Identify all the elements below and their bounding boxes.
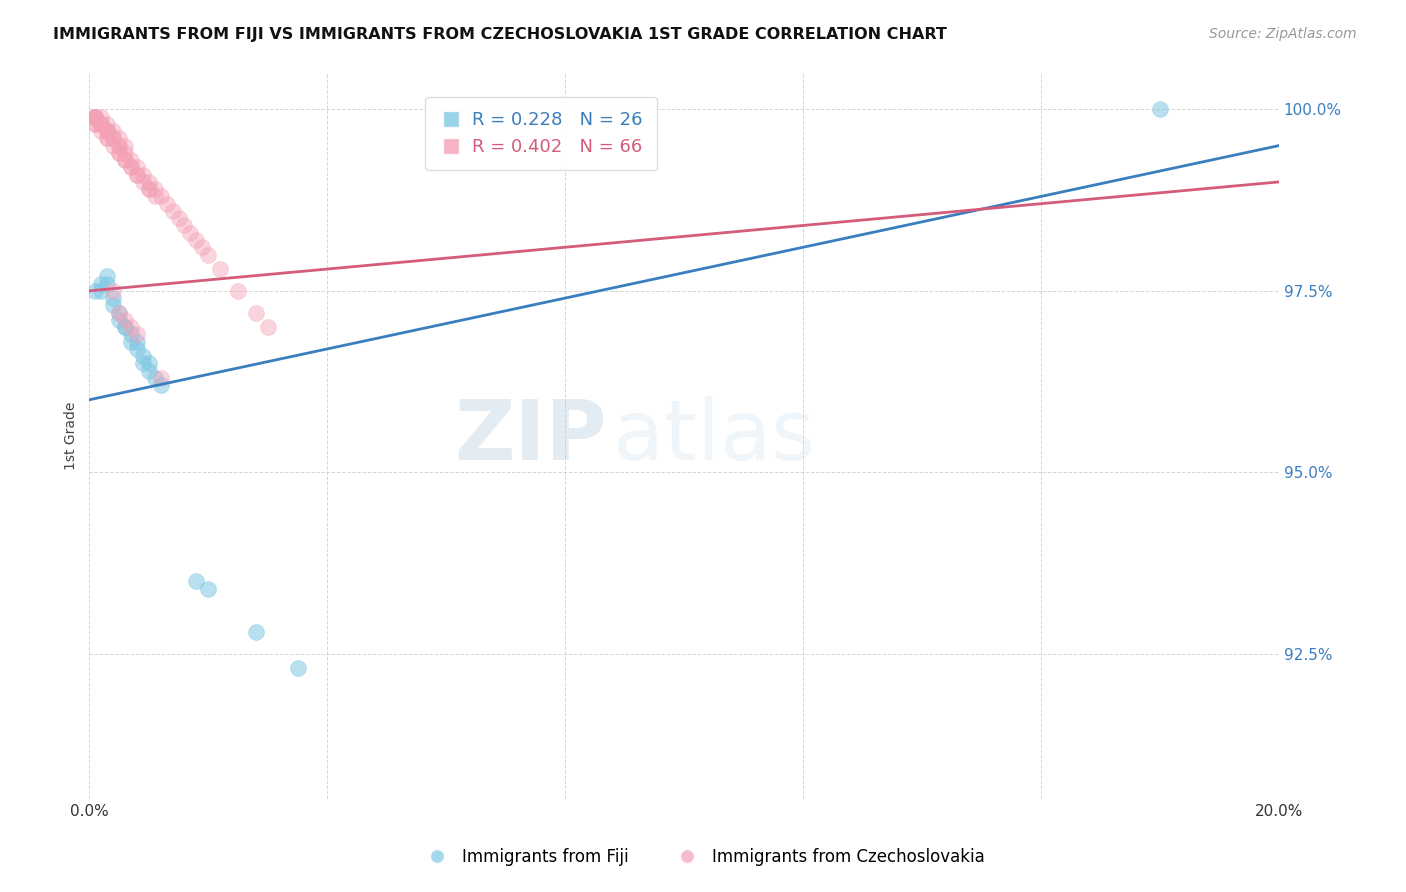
Point	[108, 138, 131, 153]
Point	[90, 117, 112, 131]
Point	[90, 110, 112, 124]
Y-axis label: 1st Grade: 1st Grade	[65, 402, 79, 470]
Point	[524, 110, 547, 124]
Point	[138, 182, 160, 196]
Point	[256, 320, 278, 334]
Point	[96, 124, 118, 138]
Text: Source: ZipAtlas.com: Source: ZipAtlas.com	[1209, 27, 1357, 41]
Point	[84, 110, 107, 124]
Point	[143, 189, 166, 203]
Point	[84, 110, 107, 124]
Point	[226, 284, 249, 298]
Point	[120, 320, 142, 334]
Point	[108, 305, 131, 319]
Point	[245, 305, 267, 319]
Point	[197, 582, 219, 596]
Point	[191, 240, 214, 254]
Point	[120, 153, 142, 168]
Point	[101, 138, 124, 153]
Point	[96, 117, 118, 131]
Point	[96, 269, 118, 284]
Point	[138, 356, 160, 370]
Point	[108, 145, 131, 160]
Point	[143, 182, 166, 196]
Point	[120, 161, 142, 175]
Point	[120, 327, 142, 342]
Point	[132, 175, 155, 189]
Point	[132, 356, 155, 370]
Point	[114, 153, 136, 168]
Point	[96, 124, 118, 138]
Point	[179, 226, 201, 240]
Point	[96, 277, 118, 291]
Point	[90, 124, 112, 138]
Point	[120, 161, 142, 175]
Point	[101, 131, 124, 145]
Point	[143, 371, 166, 385]
Point	[84, 117, 107, 131]
Point	[84, 117, 107, 131]
Point	[125, 342, 148, 356]
Point	[1149, 103, 1171, 117]
Point	[114, 320, 136, 334]
Point	[186, 574, 208, 589]
Point	[138, 364, 160, 378]
Point	[108, 305, 131, 319]
Point	[84, 284, 107, 298]
Point	[96, 124, 118, 138]
Point	[96, 131, 118, 145]
Text: atlas: atlas	[613, 395, 814, 476]
Point	[114, 313, 136, 327]
Point	[84, 110, 107, 124]
Point	[132, 168, 155, 182]
Point	[90, 117, 112, 131]
Point	[108, 138, 131, 153]
Point	[101, 298, 124, 312]
Point	[138, 182, 160, 196]
Point	[149, 371, 172, 385]
Point	[186, 233, 208, 247]
Point	[114, 145, 136, 160]
Point	[114, 153, 136, 168]
Point	[162, 203, 184, 218]
Point	[108, 145, 131, 160]
Point	[101, 124, 124, 138]
Point	[114, 138, 136, 153]
Point	[90, 277, 112, 291]
Point	[125, 168, 148, 182]
Point	[90, 117, 112, 131]
Point	[96, 124, 118, 138]
Point	[96, 131, 118, 145]
Point	[108, 131, 131, 145]
Point	[167, 211, 190, 226]
Text: IMMIGRANTS FROM FIJI VS IMMIGRANTS FROM CZECHOSLOVAKIA 1ST GRADE CORRELATION CHA: IMMIGRANTS FROM FIJI VS IMMIGRANTS FROM …	[53, 27, 948, 42]
Point	[90, 117, 112, 131]
Point	[90, 284, 112, 298]
Text: ZIP: ZIP	[454, 395, 607, 476]
Point	[101, 131, 124, 145]
Point	[125, 168, 148, 182]
Point	[101, 284, 124, 298]
Point	[132, 349, 155, 363]
Point	[84, 110, 107, 124]
Point	[101, 291, 124, 305]
Point	[125, 327, 148, 342]
Legend: Immigrants from Fiji, Immigrants from Czechoslovakia: Immigrants from Fiji, Immigrants from Cz…	[415, 842, 991, 873]
Point	[125, 334, 148, 349]
Point	[149, 189, 172, 203]
Point	[84, 110, 107, 124]
Point	[209, 262, 232, 277]
Point	[125, 161, 148, 175]
Point	[120, 334, 142, 349]
Point	[156, 196, 179, 211]
Legend: R = 0.228   N = 26, R = 0.402   N = 66: R = 0.228 N = 26, R = 0.402 N = 66	[426, 96, 658, 170]
Point	[197, 247, 219, 261]
Point	[114, 320, 136, 334]
Point	[149, 378, 172, 392]
Point	[108, 313, 131, 327]
Point	[138, 175, 160, 189]
Point	[173, 219, 195, 233]
Point	[245, 625, 267, 640]
Point	[287, 661, 309, 675]
